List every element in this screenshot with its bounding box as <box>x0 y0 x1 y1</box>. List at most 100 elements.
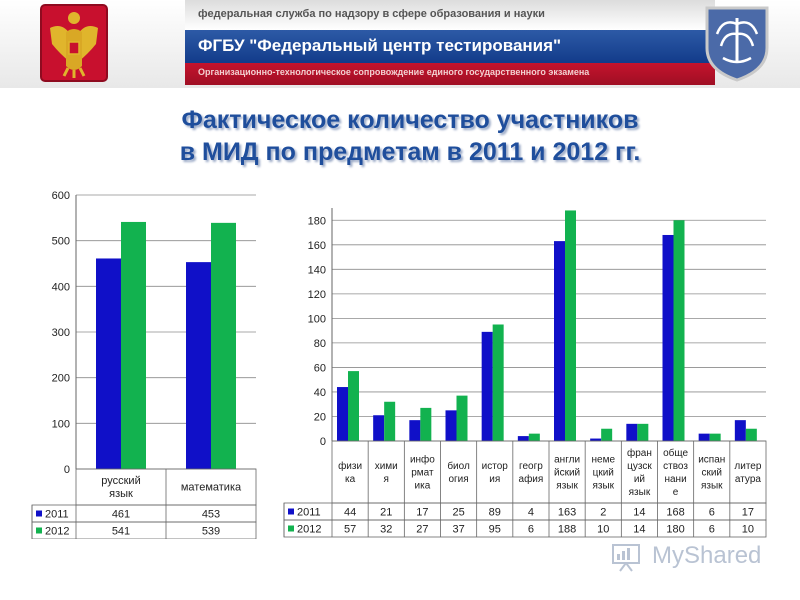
myshared-logo: MyShared <box>608 538 788 578</box>
data-label: 21 <box>380 507 392 519</box>
category-label: истор ия <box>482 461 509 485</box>
category-label: фран цузск ий язык <box>627 447 652 498</box>
bar <box>662 234 674 441</box>
bar <box>96 258 121 469</box>
y-tick-label: 200 <box>52 373 70 385</box>
category-label-line: цузск <box>627 461 652 472</box>
category-label: обще ствоз нани е <box>663 447 688 498</box>
category-label: инфо рмат ика <box>410 454 435 492</box>
data-label: 95 <box>489 524 501 536</box>
category-label-line: англи <box>554 455 580 466</box>
bar <box>348 371 359 441</box>
y-tick-label: 600 <box>52 190 70 202</box>
y-tick-label: 400 <box>52 281 70 293</box>
bar <box>373 415 385 441</box>
y-tick-label: 300 <box>52 327 70 339</box>
bar <box>554 241 565 441</box>
category-label-line: ский <box>701 468 722 479</box>
y-tick-label: 100 <box>52 418 70 430</box>
data-label: 32 <box>380 524 392 536</box>
bar <box>626 423 638 441</box>
category-label-line: физи <box>338 460 362 472</box>
category-label-line: атура <box>735 474 761 485</box>
data-label: 168 <box>666 507 684 519</box>
y-tick-label: 180 <box>308 215 326 227</box>
data-label: 4 <box>528 507 534 519</box>
y-tick-label: 160 <box>308 240 326 252</box>
category-label-line: ий <box>634 474 645 485</box>
data-label: 541 <box>112 526 130 538</box>
bar <box>590 438 602 441</box>
testing-center-emblem-icon <box>705 6 769 82</box>
bar <box>211 222 236 469</box>
bar <box>528 433 540 441</box>
header-stripe-top <box>185 0 715 30</box>
bar <box>709 433 721 441</box>
y-tick-label: 0 <box>64 464 70 476</box>
category-label-line: огия <box>448 474 468 485</box>
category-label-line: истор <box>482 461 509 472</box>
data-label: 10 <box>742 524 754 536</box>
category-label-line: язык <box>592 481 614 492</box>
bar <box>565 210 576 441</box>
data-label: 180 <box>666 524 684 536</box>
category-label-line: цкий <box>593 468 614 479</box>
y-tick-label: 140 <box>308 264 326 276</box>
category-label: англи йский язык <box>554 455 580 492</box>
bar <box>492 324 504 441</box>
bar <box>734 420 746 441</box>
y-tick-label: 20 <box>314 411 326 423</box>
category-label-line: математика <box>181 482 242 494</box>
category-label-line: геогр <box>519 461 543 472</box>
category-label-line: ия <box>489 474 500 485</box>
category-label-line: инфо <box>410 454 435 466</box>
category-label-line: рмат <box>411 468 434 479</box>
category-label-line: русский <box>101 475 140 487</box>
data-label: 461 <box>112 509 130 521</box>
category-label-line: литер <box>734 461 761 472</box>
category-label: литер атура <box>734 461 761 485</box>
category-label-line: ка <box>345 474 356 485</box>
legend-key <box>36 527 42 534</box>
category-label: математика <box>181 482 242 494</box>
header-subtitle: Организационно-технологическое сопровожд… <box>198 67 590 77</box>
category-label-line: йский <box>554 468 580 479</box>
data-label: 163 <box>558 507 576 519</box>
category-label: неме цкий язык <box>591 455 615 492</box>
data-label: 17 <box>416 507 428 519</box>
data-label: 89 <box>489 507 501 519</box>
category-label-line: е <box>673 487 679 498</box>
data-label: 37 <box>452 524 464 536</box>
data-label: 6 <box>528 524 534 536</box>
data-label: 57 <box>344 524 356 536</box>
data-label: 14 <box>633 524 645 536</box>
y-tick-label: 500 <box>52 236 70 248</box>
bar <box>481 331 493 441</box>
data-label: 6 <box>709 524 715 536</box>
data-label: 539 <box>202 526 220 538</box>
bar <box>637 423 649 441</box>
legend-label: 2012 <box>297 524 321 536</box>
data-label: 17 <box>742 507 754 519</box>
data-label: 2 <box>600 507 606 519</box>
y-tick-label: 40 <box>314 387 326 399</box>
bar <box>445 410 457 441</box>
category-label-line: нани <box>664 474 686 485</box>
category-label-line: язык <box>701 481 723 492</box>
bar <box>337 387 348 441</box>
category-label-line: я <box>384 474 389 485</box>
chart-main-subjects: 0 100 200 300 400 500 600 русский язык математика… <box>31 190 257 539</box>
category-label-line: биол <box>447 460 470 472</box>
category-label-line: ика <box>415 481 431 492</box>
category-label-line: обще <box>663 447 688 459</box>
category-label: физи ка <box>338 460 362 485</box>
category-label-line: испан <box>698 455 725 466</box>
y-tick-label: 0 <box>320 436 326 448</box>
category-label: испан ский язык <box>698 455 725 492</box>
russia-coat-of-arms-icon <box>40 4 108 82</box>
data-label: 188 <box>558 524 576 536</box>
category-label-line: язык <box>556 481 578 492</box>
bar <box>186 262 211 469</box>
data-label: 25 <box>452 507 464 519</box>
title-line-2: в МИД по предметам в 2011 и 2012 гг. <box>179 138 641 166</box>
